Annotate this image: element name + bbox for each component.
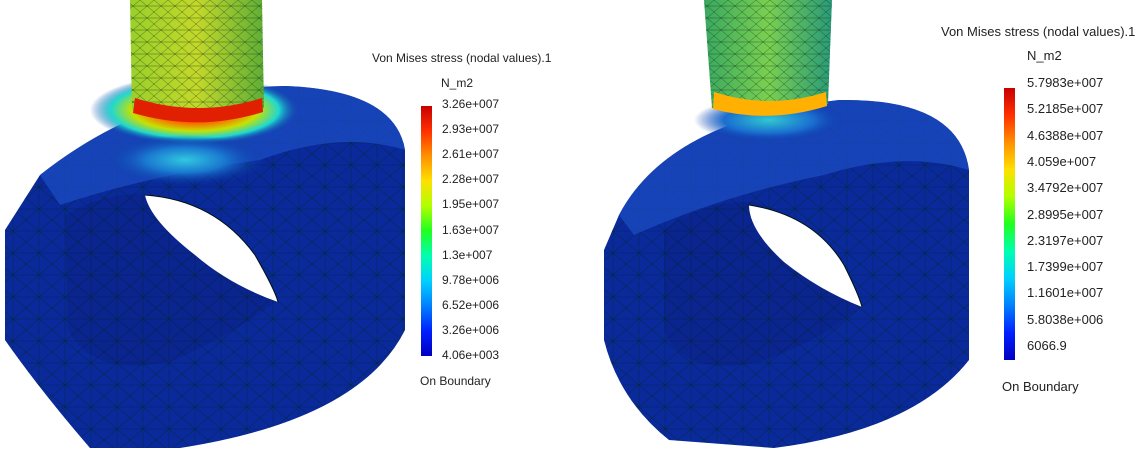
legend-value: 5.7983e+007 — [1027, 75, 1104, 90]
left-stress-plot: Von Mises stress (nodal values).1 N_m2 3… — [5, 0, 552, 448]
legend-value: 1.7399e+007 — [1027, 259, 1104, 275]
legend-value: 3.26e+006 — [442, 322, 500, 337]
legend-value: 4.059e+007 — [1027, 153, 1097, 169]
legend-value: 3.26e+007 — [442, 97, 500, 111]
right-fea-render — [604, 0, 969, 448]
left-colorbar — [421, 106, 432, 356]
legend-value: 2.3197e+007 — [1027, 232, 1104, 248]
right-legend-unit: N_m2 — [1027, 48, 1062, 63]
left-legend-title: Von Mises stress (nodal values).1 — [372, 51, 552, 65]
legend-value: 2.61e+007 — [442, 147, 500, 162]
left-legend-footer: On Boundary — [420, 374, 491, 388]
legend-value: 5.8038e+006 — [1027, 311, 1104, 327]
right-legend-footer: On Boundary — [1002, 379, 1079, 394]
legend-value: 5.2185e+007 — [1027, 101, 1104, 117]
legend-value: 2.8995e+007 — [1027, 206, 1104, 222]
legend-value: 4.06e+003 — [442, 348, 500, 362]
legend-value: 1.3e+007 — [442, 247, 493, 262]
legend-value: 6066.9 — [1027, 338, 1067, 353]
legend-value: 9.78e+006 — [442, 272, 500, 287]
legend-value: 6.52e+006 — [442, 297, 500, 312]
legend-value: 1.95e+007 — [442, 197, 500, 212]
legend-value: 4.6388e+007 — [1027, 127, 1104, 143]
legend-value: 1.1601e+007 — [1027, 285, 1104, 301]
left-legend-unit: N_m2 — [441, 76, 474, 90]
legend-value: 3.4792e+007 — [1027, 180, 1104, 196]
right-stress-plot: Von Mises stress (nodal values).1 N_m2 5… — [574, 0, 1148, 450]
right-colorbar — [1004, 88, 1015, 360]
legend-value: 2.28e+007 — [442, 172, 500, 187]
legend-value: 1.63e+007 — [442, 222, 500, 237]
legend-value: 2.93e+007 — [442, 122, 500, 137]
right-legend-title: Von Mises stress (nodal values).1 — [941, 24, 1136, 39]
left-fea-render — [5, 0, 405, 448]
